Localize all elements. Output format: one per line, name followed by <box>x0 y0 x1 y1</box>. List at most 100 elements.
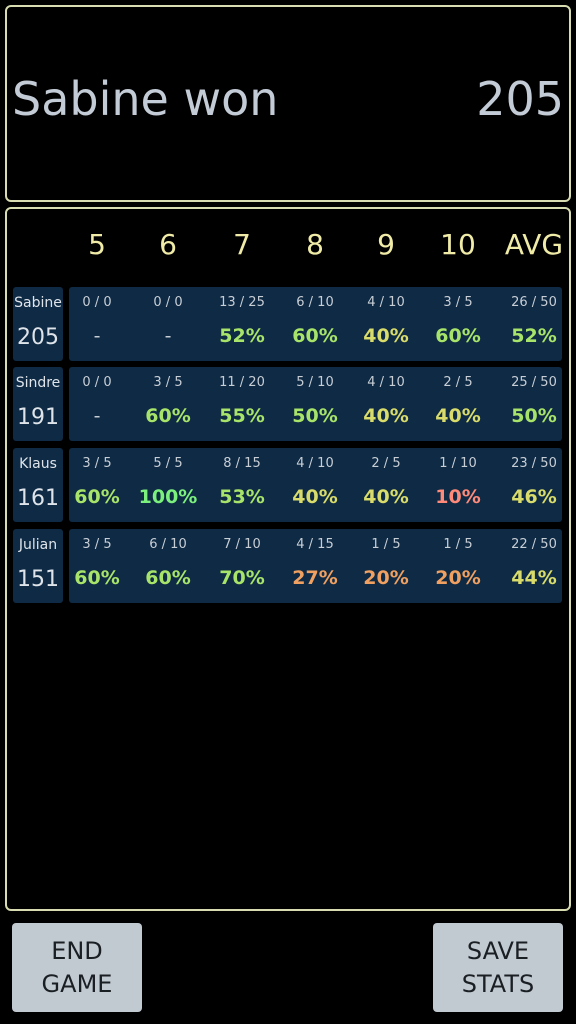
stat-cell: 25 / 50 50% <box>499 367 569 441</box>
stat-fraction: 25 / 50 <box>511 375 557 390</box>
stat-percentage: 70% <box>219 567 265 589</box>
winner-score: 205 <box>476 72 564 126</box>
column-header: 7 <box>233 228 251 261</box>
stat-percentage: 60% <box>74 486 120 508</box>
stat-fraction: 6 / 10 <box>149 537 187 552</box>
stat-percentage: 60% <box>435 325 481 347</box>
stat-cell: 4 / 15 27% <box>280 529 350 603</box>
stat-percentage: 27% <box>292 567 338 589</box>
stat-percentage: 52% <box>511 325 557 347</box>
stat-fraction: 13 / 25 <box>219 295 265 310</box>
end-game-button[interactable]: END GAME <box>12 923 142 1012</box>
stat-fraction: 1 / 10 <box>439 456 477 471</box>
stat-fraction: 5 / 10 <box>296 375 334 390</box>
stat-percentage: 46% <box>511 486 557 508</box>
stat-fraction: 8 / 15 <box>223 456 261 471</box>
stat-percentage: 20% <box>435 567 481 589</box>
stat-fraction: 2 / 5 <box>443 375 473 390</box>
end-game-label-line2: GAME <box>41 969 113 998</box>
stat-cell: 3 / 5 60% <box>62 529 132 603</box>
stat-percentage: 60% <box>74 567 120 589</box>
player-name-box: Sindre 191 <box>13 367 63 441</box>
stat-cell: 2 / 5 40% <box>423 367 493 441</box>
stat-fraction: 6 / 10 <box>296 295 334 310</box>
stat-percentage: 20% <box>363 567 409 589</box>
stat-cell: 2 / 5 40% <box>351 448 421 522</box>
stat-percentage: 40% <box>363 325 409 347</box>
stat-percentage: 40% <box>292 486 338 508</box>
stat-fraction: 0 / 0 <box>82 375 112 390</box>
stat-cell: 3 / 5 60% <box>423 287 493 361</box>
stat-fraction: 4 / 10 <box>296 456 334 471</box>
player-name: Klaus <box>19 456 57 472</box>
stat-cell: 4 / 10 40% <box>351 287 421 361</box>
stat-fraction: 5 / 5 <box>153 456 183 471</box>
winner-text: Sabine won <box>12 72 279 126</box>
stat-percentage: 10% <box>435 486 481 508</box>
stat-percentage: 53% <box>219 486 265 508</box>
stat-fraction: 4 / 10 <box>367 375 405 390</box>
player-stats-row: 3 / 5 60% 5 / 5 100% 8 / 15 53% 4 / 10 40% 2 / 5… <box>69 448 562 522</box>
stat-cell: 13 / 25 52% <box>207 287 277 361</box>
stat-fraction: 0 / 0 <box>82 295 112 310</box>
player-name: Julian <box>18 537 58 553</box>
stat-percentage: - <box>93 405 101 427</box>
stat-cell: 5 / 10 50% <box>280 367 350 441</box>
stat-fraction: 22 / 50 <box>511 537 557 552</box>
stat-fraction: 2 / 5 <box>371 456 401 471</box>
stat-fraction: 1 / 5 <box>371 537 401 552</box>
stat-cell: 3 / 5 60% <box>62 448 132 522</box>
stat-percentage: 60% <box>145 567 191 589</box>
player-name-box: Klaus 161 <box>13 448 63 522</box>
player-name: Sabine <box>14 295 62 311</box>
stat-percentage: - <box>93 325 101 347</box>
stat-fraction: 3 / 5 <box>153 375 183 390</box>
stat-fraction: 4 / 15 <box>296 537 334 552</box>
end-game-label-line1: END <box>51 936 103 965</box>
player-score: 151 <box>17 567 59 592</box>
stat-fraction: 11 / 20 <box>219 375 265 390</box>
stat-cell: 26 / 50 52% <box>499 287 569 361</box>
stat-cell: 1 / 5 20% <box>423 529 493 603</box>
stat-cell: 0 / 0 - <box>62 367 132 441</box>
player-stats-row: 0 / 0-3 / 5 60% 11 / 20 55% 5 / 10 50% 4 / 10 4… <box>69 367 562 441</box>
column-header: 8 <box>306 228 324 261</box>
player-name-box: Julian 151 <box>13 529 63 603</box>
stat-percentage: 50% <box>511 405 557 427</box>
stat-percentage: 40% <box>435 405 481 427</box>
stat-cell: 6 / 10 60% <box>133 529 203 603</box>
player-score: 161 <box>17 486 59 511</box>
player-score: 205 <box>17 325 59 350</box>
player-name: Sindre <box>15 375 61 391</box>
stat-percentage: 50% <box>292 405 338 427</box>
stat-cell: 8 / 15 53% <box>207 448 277 522</box>
stat-fraction: 23 / 50 <box>511 456 557 471</box>
column-header: 6 <box>159 228 177 261</box>
save-stats-label-line2: STATS <box>461 969 535 998</box>
stat-percentage: 100% <box>138 486 198 508</box>
stat-cell: 23 / 50 46% <box>499 448 569 522</box>
stat-cell: 3 / 5 60% <box>133 367 203 441</box>
stat-cell: 0 / 0 - <box>133 287 203 361</box>
stat-cell: 5 / 5 100% <box>133 448 203 522</box>
stat-fraction: 7 / 10 <box>223 537 261 552</box>
stat-cell: 11 / 20 55% <box>207 367 277 441</box>
save-stats-button[interactable]: SAVE STATS <box>433 923 563 1012</box>
column-header: AVG <box>504 228 564 261</box>
stats-table-panel <box>5 207 571 911</box>
stat-fraction: 3 / 5 <box>443 295 473 310</box>
stat-percentage: - <box>164 325 172 347</box>
stat-fraction: 3 / 5 <box>82 456 112 471</box>
stat-fraction: 0 / 0 <box>153 295 183 310</box>
stat-percentage: 40% <box>363 486 409 508</box>
stat-percentage: 60% <box>145 405 191 427</box>
player-score: 191 <box>17 405 59 430</box>
column-header: 5 <box>88 228 106 261</box>
stat-cell: 4 / 10 40% <box>351 367 421 441</box>
stat-fraction: 1 / 5 <box>443 537 473 552</box>
column-header: 10 <box>440 228 476 261</box>
stat-cell: 1 / 5 20% <box>351 529 421 603</box>
player-stats-row: 3 / 5 60% 6 / 10 60% 7 / 10 70% 4 / 15 27% 1 / 5… <box>69 529 562 603</box>
stat-percentage: 40% <box>363 405 409 427</box>
stat-cell: 7 / 10 70% <box>207 529 277 603</box>
